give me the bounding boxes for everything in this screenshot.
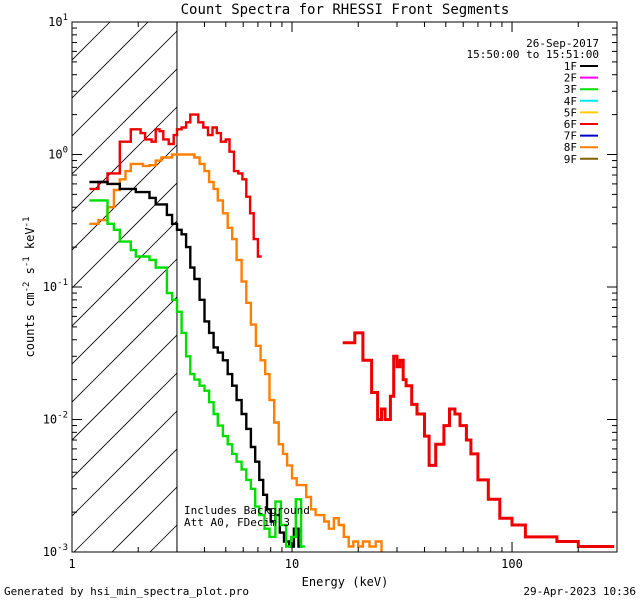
legend-label-4F: 4F <box>564 95 577 108</box>
y-axis-label: counts cm-2 s-1 keV-1 <box>22 217 37 358</box>
series-3F <box>89 199 305 548</box>
legend-label-8F: 8F <box>564 141 577 154</box>
hatched-region <box>72 22 617 552</box>
header-date: 26-Sep-2017 <box>526 37 599 50</box>
series-6F <box>89 113 262 258</box>
series-6F-tail <box>342 331 615 548</box>
y-tick-label: 10-3 <box>43 543 68 559</box>
legend-label-3F: 3F <box>564 83 577 96</box>
legend-label-7F: 7F <box>564 130 577 143</box>
legend-label-1F: 1F <box>564 60 577 73</box>
hatch-mask <box>176 22 617 552</box>
legend-label-6F: 6F <box>564 118 577 131</box>
y-tick-label: 100 <box>48 146 68 162</box>
series-8F <box>89 153 383 552</box>
y-tick-label: 10-1 <box>43 278 68 294</box>
header-time-range: 15:50:00 to 15:51:00 <box>467 48 599 61</box>
series-layer <box>89 113 615 552</box>
x-tick-label: 1 <box>68 557 75 571</box>
annotation-background: Includes Background <box>184 504 310 517</box>
y-tick-label: 101 <box>48 13 68 29</box>
x-tick-label: 100 <box>501 557 523 571</box>
legend-label-2F: 2F <box>564 72 577 85</box>
x-tick-label: 10 <box>285 557 299 571</box>
legend-label-5F: 5F <box>564 106 577 119</box>
axes: 1 10 100 10-3 10-2 10-1 100 101 <box>43 13 618 571</box>
annotation-attenuator: Att A0, FDecim 3 <box>184 516 290 529</box>
series-1F <box>89 180 303 548</box>
footer-date: 29-Apr-2023 10:36 <box>523 585 636 598</box>
y-tick-label: 10-2 <box>43 411 68 427</box>
chart-title: Count Spectra for RHESSI Front Segments <box>181 2 510 18</box>
footer-generator: Generated by hsi_min_spectra_plot.pro <box>4 585 249 598</box>
x-axis-label: Energy (keV) <box>302 575 389 589</box>
legend-label-9F: 9F <box>564 153 577 166</box>
